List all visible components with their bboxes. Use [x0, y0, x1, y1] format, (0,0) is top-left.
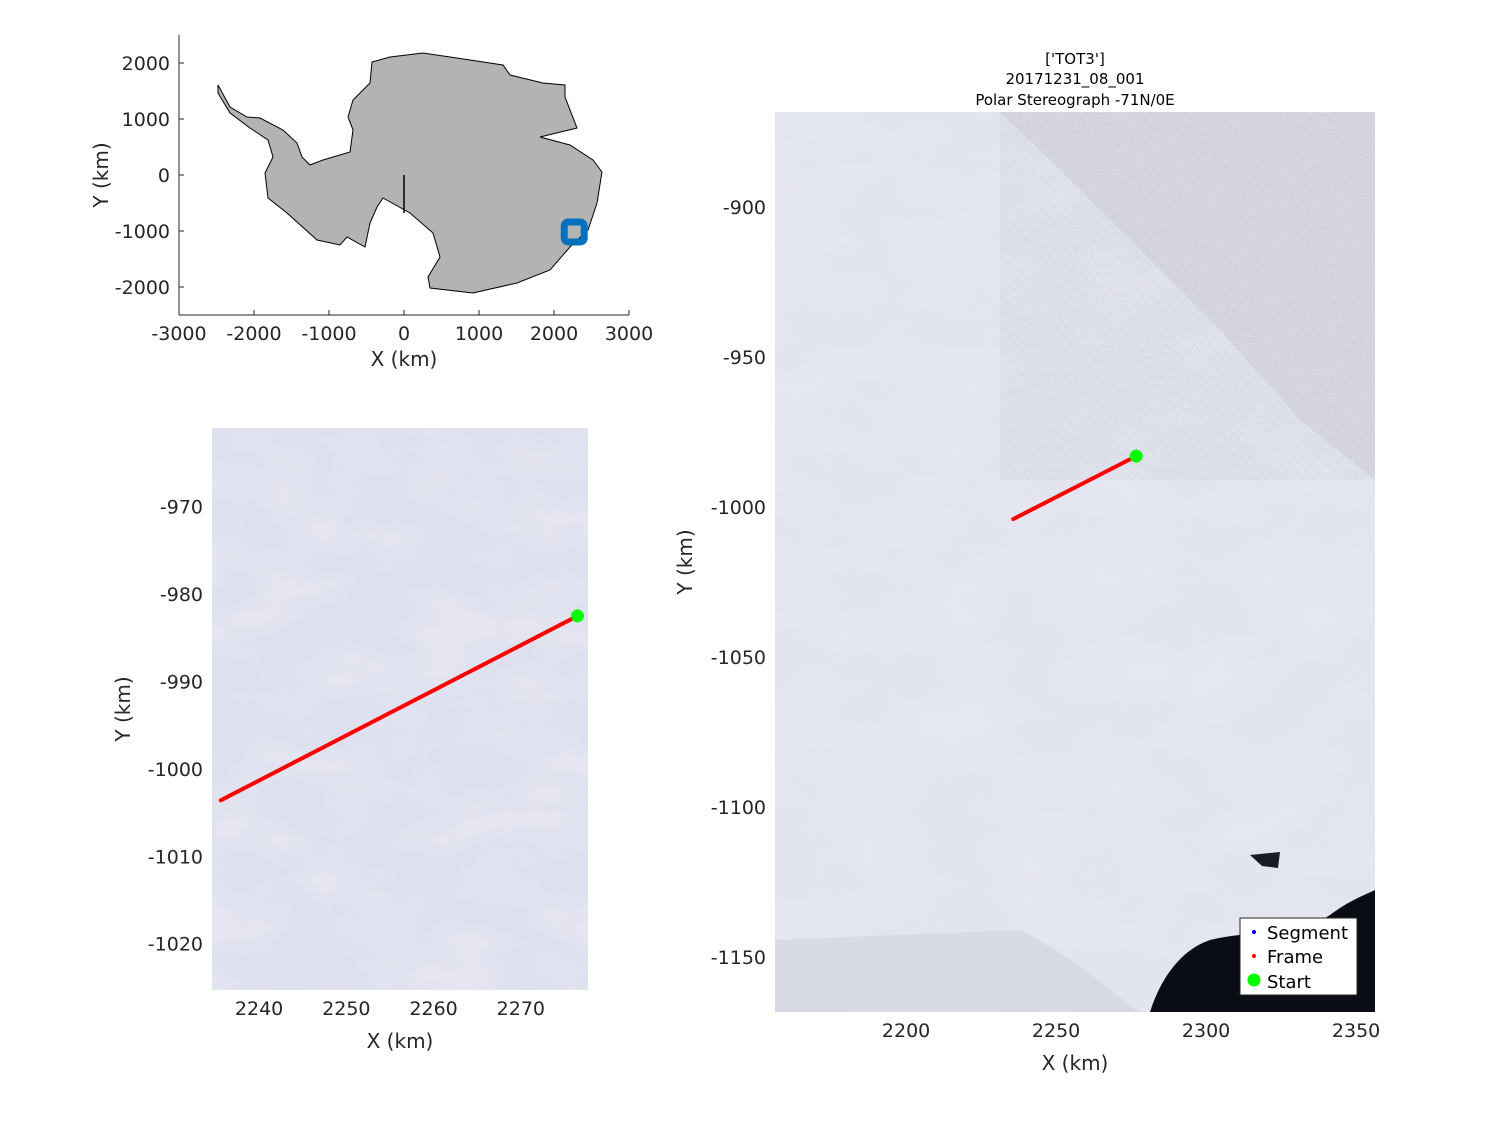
x-axis-label: X (km) — [371, 347, 438, 371]
y-tick-label: -990 — [160, 671, 203, 693]
legend: Segment Frame Start — [1239, 917, 1358, 996]
start-marker — [571, 609, 585, 623]
x-tick-label: -2000 — [226, 323, 281, 345]
y-tick-label: -970 — [160, 497, 203, 519]
y-tick-label: -900 — [723, 197, 766, 219]
x-tick-label: 2250 — [322, 998, 370, 1020]
x-tick-label: 3000 — [605, 323, 653, 345]
x-tick-label: 2250 — [1032, 1020, 1080, 1042]
location-marker — [560, 218, 588, 246]
main-axes: ['TOT3'] 20171231_08_001 Polar Stereogra… — [673, 50, 1380, 1075]
legend-segment-label: Segment — [1267, 923, 1348, 944]
y-tick-label: 0 — [158, 165, 170, 187]
y-tick-label: -1020 — [148, 934, 203, 956]
x-tick-label: 2350 — [1332, 1020, 1380, 1042]
y-tick-label: -1050 — [711, 647, 766, 669]
y-tick-label: -2000 — [115, 277, 170, 299]
y-tick-label: 1000 — [122, 109, 170, 131]
x-axis-label: X (km) — [1042, 1051, 1109, 1075]
legend-start-marker — [1247, 973, 1261, 987]
legend-frame-marker — [1252, 954, 1256, 958]
legend-segment-marker — [1252, 930, 1256, 934]
title-line-2: 20171231_08_001 — [1005, 70, 1144, 89]
y-tick-label: -1150 — [711, 947, 766, 969]
y-tick-label: -1000 — [115, 221, 170, 243]
x-tick-label: 0 — [398, 323, 410, 345]
y-axis-label: Y (km) — [89, 142, 113, 208]
frame-line — [218, 613, 580, 803]
satellite-image — [212, 428, 588, 990]
x-tick-label: -3000 — [151, 323, 206, 345]
x-axis-label: X (km) — [367, 1029, 434, 1053]
y-tick-label: -1000 — [148, 759, 203, 781]
overview-axes: -3000 -2000 -1000 0 1000 2000 3000 2000 1000 0 -10… — [89, 35, 653, 371]
y-tick-label: -980 — [160, 584, 203, 606]
y-tick-label: -1000 — [711, 497, 766, 519]
y-tick-label: -1010 — [148, 846, 203, 868]
x-tick-label: 2300 — [1182, 1020, 1230, 1042]
x-tick-label: 2000 — [530, 323, 578, 345]
title-line-3: Polar Stereograph -71N/0E — [975, 91, 1174, 109]
legend-start-label: Start — [1267, 972, 1311, 993]
y-axis-label: Y (km) — [673, 529, 697, 595]
title-line-1: ['TOT3'] — [1045, 50, 1105, 68]
y-tick-label: -1100 — [711, 797, 766, 819]
y-tick-label: 2000 — [122, 53, 170, 75]
frame-line — [1011, 454, 1139, 522]
antarctica-coastline — [217, 52, 603, 294]
legend-frame-label: Frame — [1267, 947, 1323, 968]
x-tick-label: 2260 — [409, 998, 457, 1020]
x-tick-label: 2270 — [497, 998, 545, 1020]
y-tick-label: -950 — [723, 347, 766, 369]
x-tick-label: 1000 — [455, 323, 503, 345]
x-tick-label: 2200 — [882, 1020, 930, 1042]
x-tick-label: 2240 — [235, 998, 283, 1020]
start-marker — [1129, 449, 1143, 463]
y-axis-label: Y (km) — [111, 676, 135, 742]
zoom-detail-axes: 2240 2250 2260 2270 -970 -980 -990 -1000 -1010 -1… — [111, 428, 588, 1053]
x-tick-label: -1000 — [301, 323, 356, 345]
satellite-image — [775, 112, 1375, 1012]
